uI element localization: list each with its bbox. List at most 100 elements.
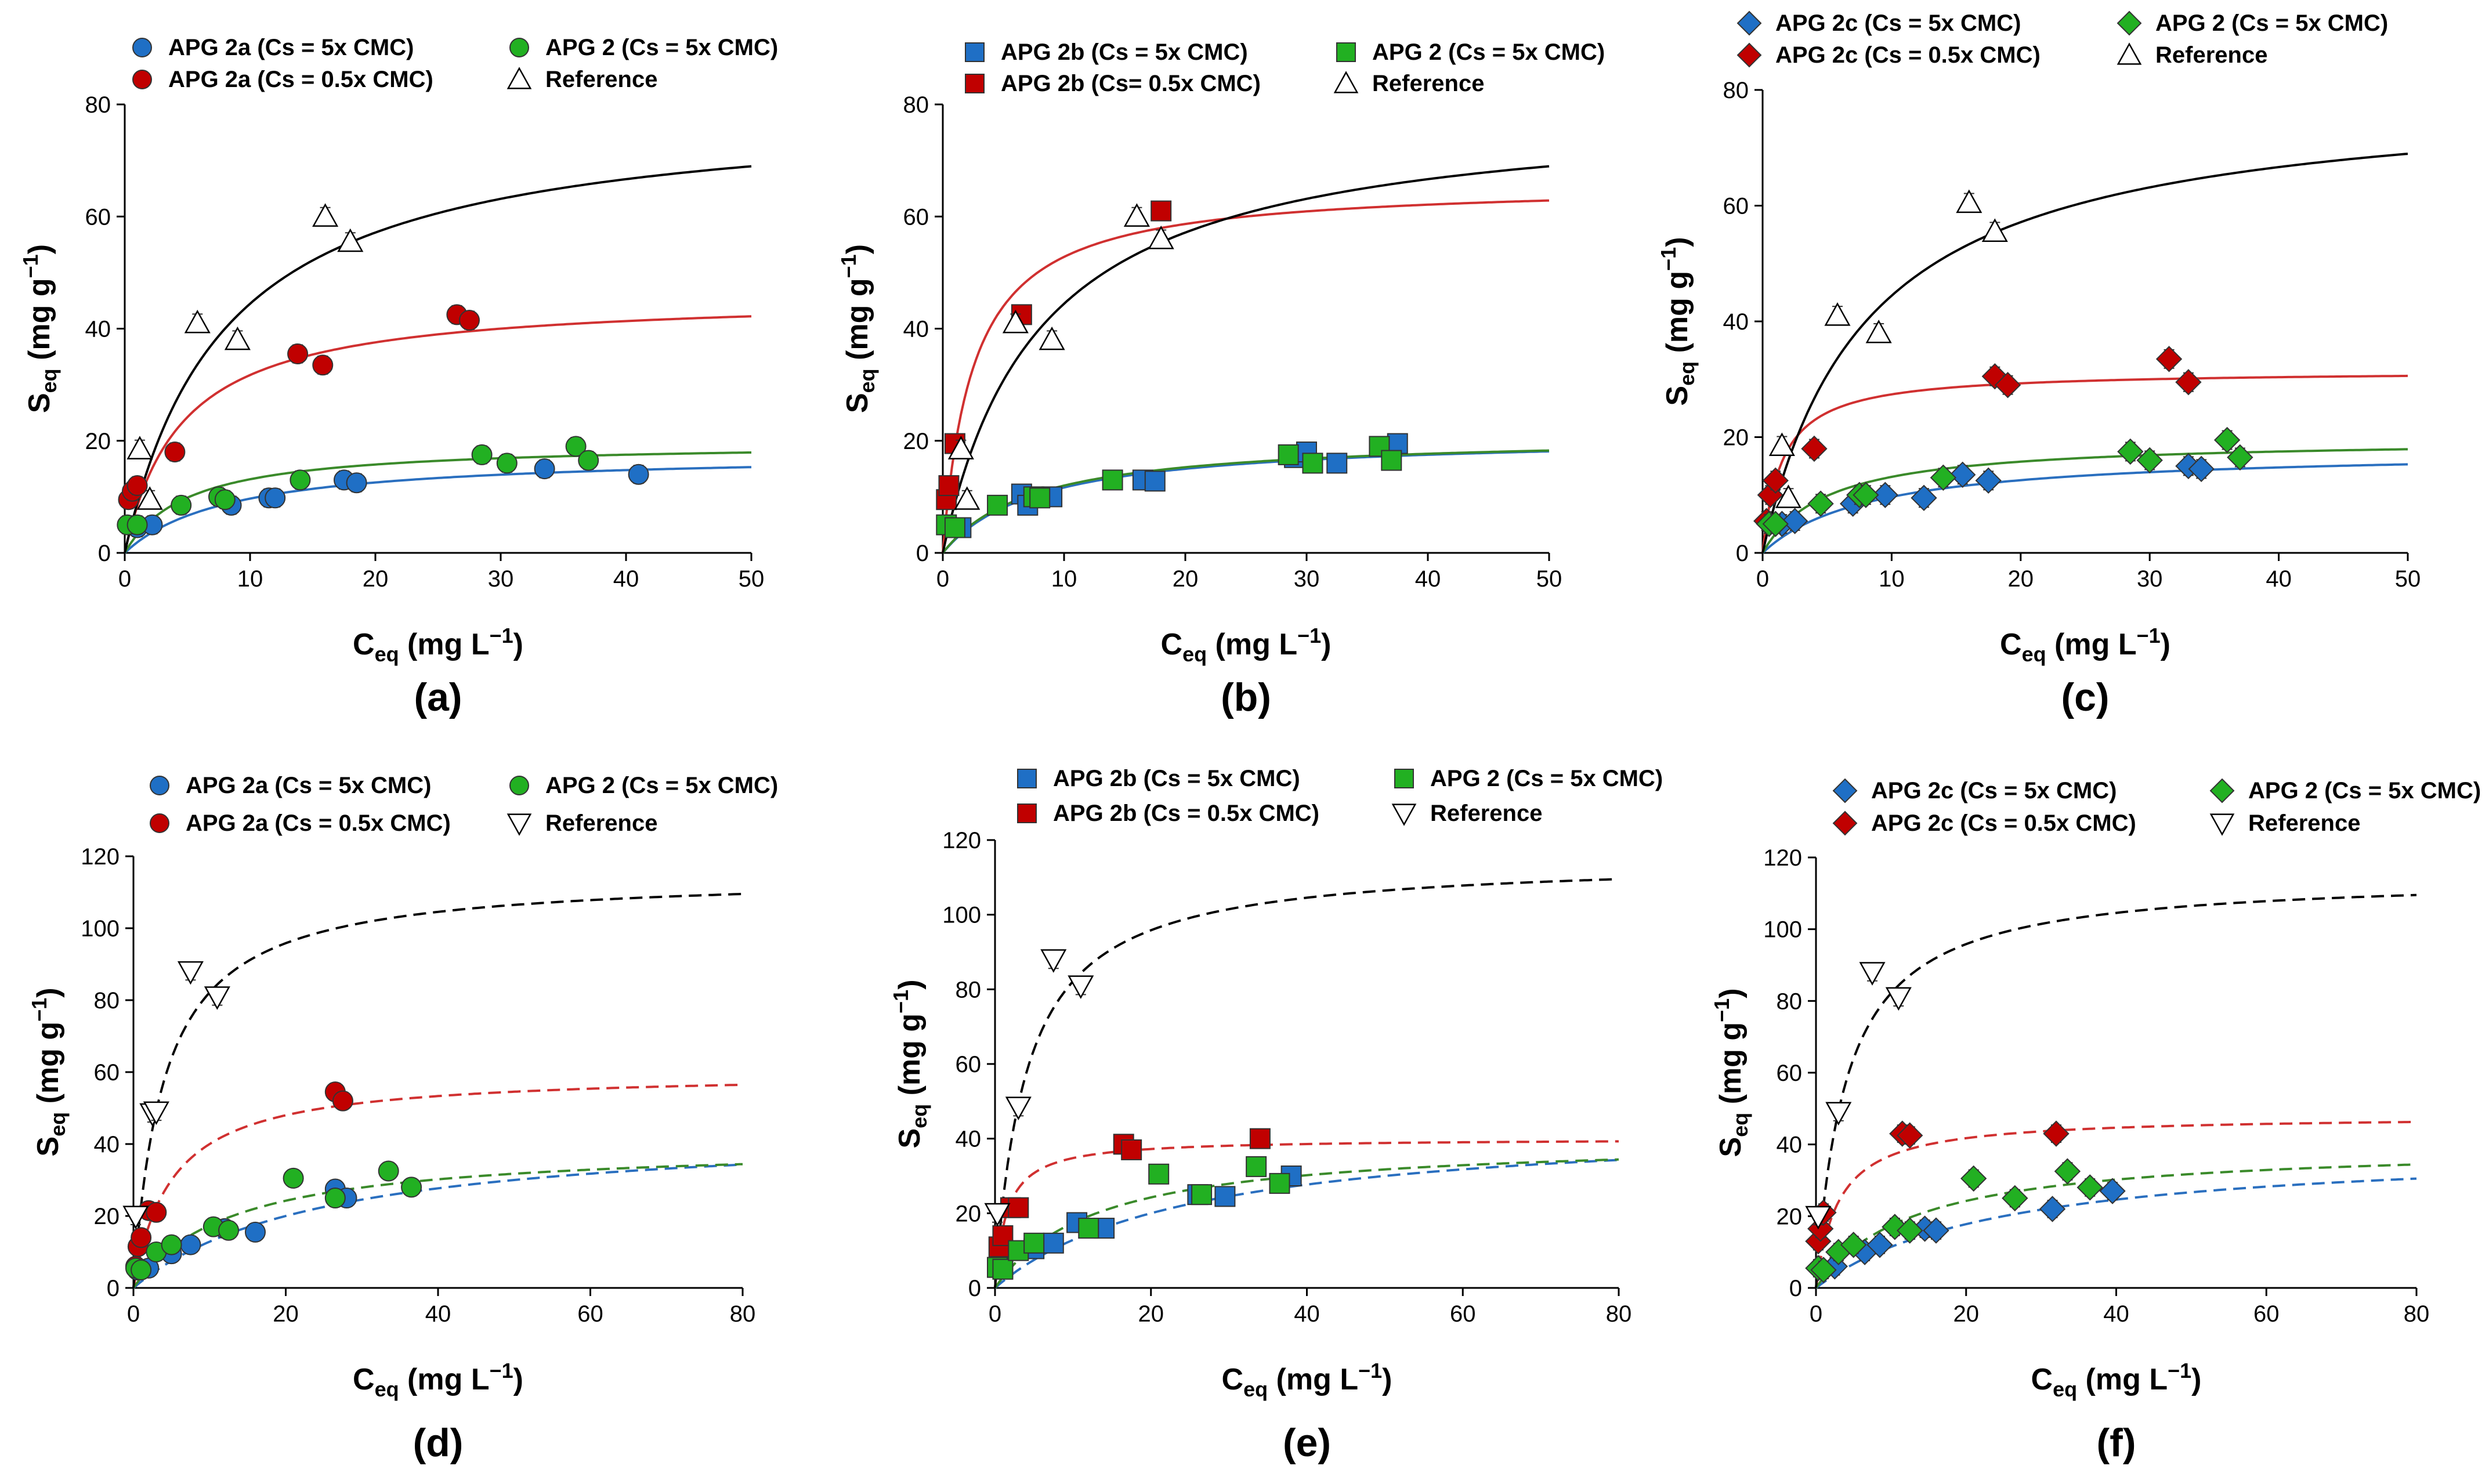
data-point [283,1167,304,1189]
x-axis-title: Ceq (mg L−1) [2000,624,2170,666]
data-point [1762,511,1789,537]
x-tick-label: 20 [2008,566,2034,592]
data-point [1824,302,1851,326]
x-tick-label: 0 [1810,1301,1822,1327]
data-point [1269,1172,1290,1194]
data-point [1078,1218,1099,1239]
x-axis-title: Ceq (mg L−1) [353,1359,523,1401]
y-tick-label: 40 [903,317,929,342]
data-point [1278,444,1299,465]
data-point [1039,326,1065,350]
legend-marker [1017,769,1037,788]
data-point [1923,1217,1949,1244]
data-point [378,1160,399,1182]
y-tick-label: 20 [956,1201,982,1226]
legend-label: APG 2c (Cs = 0.5x CMC) [1775,42,2041,68]
data-point [1246,1156,1267,1177]
x-tick-label: 10 [237,566,263,592]
fit-curve-apg-2c-cs-0-5x-cmc- [1761,374,2408,553]
x-tick-label: 30 [2137,566,2163,592]
fit-curve-apg-2c-cs-0-5x-cmc- [1815,1120,2417,1288]
data-point [2188,455,2215,483]
chart-panel-1: 0 10 20 30 40 50 0 20 40 60 80 Ceq (mg L−1) Seq (mg … [19,35,778,719]
y-tick-label: 40 [1723,309,1749,335]
legend-label: Reference [545,810,657,836]
data-point [565,436,587,457]
y-tick-label: 40 [1777,1132,1803,1158]
y-tick-label: 0 [98,541,111,566]
legend-label: APG 2 (Cs = 5x CMC) [545,773,778,798]
data-point [180,1234,201,1255]
data-point [1102,469,1123,491]
x-tick-label: 80 [730,1301,756,1327]
data-point [1191,1184,1213,1206]
legend-marker [1017,803,1037,823]
fit-curve-reference [1815,893,2417,1288]
data-point [2213,426,2241,454]
chart-panel-6: 0 20 40 60 80 0 20 40 60 80 100 120 Ceq (mg L−1) Seq … [1710,778,2481,1465]
data-point [1975,467,2002,494]
fit-curve-apg-2a-cs-5x-cmc- [132,1163,743,1289]
x-tick-label: 40 [425,1301,451,1327]
data-point [146,1201,167,1223]
y-tick-label: 120 [81,844,120,870]
data-point [496,453,518,474]
x-tick-label: 60 [2253,1301,2280,1327]
y-tick-label: 0 [1789,1276,1802,1301]
y-tick-label: 100 [942,903,981,928]
legend-marker [1736,42,1762,68]
fit-curve-apg-2-cs-5x-cmc- [1761,448,2408,554]
x-axis-title: Ceq (mg L−1) [353,624,523,666]
legend-marker [132,70,152,89]
x-tick-label: 60 [577,1301,603,1327]
y-tick-label: 60 [1777,1060,1803,1086]
data-point [1930,464,1957,491]
y-tick-label: 20 [903,429,929,454]
data-point [204,986,230,1010]
panel-label: (f) [2097,1421,2136,1465]
data-point [1853,482,1879,508]
data-point [628,464,649,485]
y-tick-label: 80 [94,988,120,1014]
y-tick-label: 80 [1723,78,1749,103]
data-point [131,1227,152,1248]
x-tick-label: 40 [1294,1301,1320,1327]
y-tick-label: 40 [956,1127,982,1152]
data-point [245,1221,266,1243]
legend-label: APG 2 (Cs = 5x CMC) [2155,10,2388,36]
legend-label: Reference [1372,71,1484,96]
data-point [337,228,364,252]
y-tick-label: 80 [903,92,929,118]
legend-marker [1736,10,1762,36]
data-point [578,450,599,471]
data-point [1043,1232,1064,1254]
legend-marker [507,813,532,836]
legend-marker [1333,71,1359,93]
data-point [2039,1196,2066,1222]
data-point [1866,1232,1893,1258]
data-point [1249,1128,1271,1149]
data-point [459,310,480,331]
data-point [2117,438,2144,465]
data-point [992,1258,1014,1280]
legend-marker [1336,42,1356,62]
y-tick-label: 40 [94,1132,120,1157]
data-point [312,203,339,227]
legend-label: APG 2 (Cs = 5x CMC) [2248,778,2481,803]
data-point [1002,309,1029,334]
x-tick-label: 0 [118,566,131,592]
data-point [1123,203,1150,227]
legend-marker [509,776,529,795]
y-tick-label: 60 [94,1060,120,1085]
data-point [184,309,211,334]
y-tick-label: 20 [85,429,111,454]
legend-label: Reference [1430,801,1542,826]
data-point [171,494,192,516]
data-point [954,486,981,510]
y-axis-title: Seq (mg g−1) [1656,237,1699,406]
y-tick-label: 100 [1763,917,1802,943]
panel-label: (c) [2061,675,2109,719]
y-axis-title: Seq (mg g−1) [19,244,61,413]
legend-marker [965,74,985,93]
